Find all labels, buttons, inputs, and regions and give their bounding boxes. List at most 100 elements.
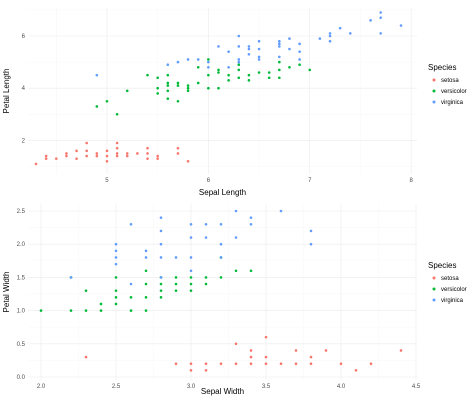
data-point-virginica <box>189 256 193 259</box>
data-point-setosa <box>309 362 313 366</box>
data-point-versicolor <box>115 113 119 116</box>
legend-label-setosa: setosa <box>441 78 459 84</box>
data-point-versicolor <box>159 282 163 286</box>
data-point-virginica <box>328 34 332 38</box>
data-point-virginica <box>219 242 223 246</box>
data-point-virginica <box>159 216 163 219</box>
data-point-setosa <box>204 362 208 366</box>
data-point-setosa <box>234 362 238 366</box>
data-point-versicolor <box>166 97 170 100</box>
data-point-virginica <box>288 47 291 51</box>
data-point-versicolor <box>95 105 99 108</box>
data-point-versicolor <box>189 276 193 279</box>
data-point-versicolor <box>298 63 301 66</box>
data-point-virginica <box>369 19 372 22</box>
data-point-versicolor <box>146 73 149 77</box>
legend-key-versicolor <box>432 89 436 93</box>
data-point-setosa <box>54 157 58 160</box>
data-point-virginica <box>309 229 313 233</box>
data-point-versicolor <box>219 276 223 279</box>
data-point-versicolor <box>114 289 118 292</box>
data-point-versicolor <box>227 79 230 82</box>
data-point-versicolor <box>186 84 190 87</box>
data-point-virginica <box>114 256 118 259</box>
data-point-versicolor <box>174 282 178 286</box>
data-point-versicolor <box>189 289 193 292</box>
legend-key-virginica <box>432 100 436 104</box>
data-point-setosa <box>146 152 149 155</box>
data-point-virginica <box>219 222 223 226</box>
data-point-virginica <box>204 222 208 226</box>
data-point-virginica <box>247 45 251 48</box>
data-point-setosa <box>354 369 358 372</box>
data-point-versicolor <box>84 289 88 292</box>
data-point-versicolor <box>207 86 210 90</box>
data-point-virginica <box>237 58 241 61</box>
data-point-setosa <box>309 355 313 359</box>
data-point-virginica <box>328 39 332 43</box>
y-tick-label: 2.0 <box>17 242 26 248</box>
data-point-virginica <box>196 58 200 61</box>
data-point-virginica <box>318 37 322 40</box>
data-point-virginica <box>349 32 352 35</box>
data-point-virginica <box>95 73 99 77</box>
chart-panel-1: 5 6 7 8 2 4 6 Sepal Length Petal Length Species se… <box>2 8 467 197</box>
y-axis-title: Petal Length <box>2 69 11 114</box>
data-point-virginica <box>247 47 251 51</box>
data-point-virginica <box>69 276 73 279</box>
data-point-versicolor <box>237 63 241 66</box>
data-point-virginica <box>176 60 180 64</box>
data-point-virginica <box>247 52 251 56</box>
y-tick-label: 0.5 <box>17 342 26 348</box>
data-point-versicolor <box>237 68 241 72</box>
data-point-virginica <box>288 37 291 40</box>
data-point-setosa <box>369 362 373 366</box>
data-point-setosa <box>219 362 223 366</box>
data-point-setosa <box>44 154 48 158</box>
data-point-virginica <box>234 209 238 213</box>
data-point-versicolor <box>186 86 190 90</box>
x-tick-label: 2.0 <box>37 384 46 390</box>
data-point-versicolor <box>69 309 73 312</box>
y-tick-label: 6 <box>22 34 26 40</box>
data-point-setosa <box>294 349 298 352</box>
data-point-setosa <box>85 149 88 153</box>
data-point-versicolor <box>105 99 109 103</box>
x-tick-label: 2.5 <box>112 384 121 390</box>
data-point-virginica <box>174 256 178 259</box>
x-tick-label: 7 <box>308 178 312 184</box>
data-point-versicolor <box>114 302 118 306</box>
data-point-versicolor <box>249 269 253 273</box>
data-point-setosa <box>105 159 109 163</box>
data-point-versicolor <box>84 309 88 312</box>
data-point-setosa <box>105 149 109 153</box>
data-point-virginica <box>189 269 193 273</box>
data-point-versicolor <box>114 276 118 279</box>
data-point-virginica <box>338 26 342 30</box>
legend-title: Species <box>428 261 456 270</box>
data-point-virginica <box>257 39 261 43</box>
y-tick-label: 0.0 <box>17 375 26 381</box>
data-point-versicolor <box>159 296 163 299</box>
data-point-virginica <box>159 276 163 279</box>
data-point-virginica <box>279 209 283 213</box>
data-point-virginica <box>249 222 253 226</box>
data-point-setosa <box>85 154 88 158</box>
data-point-setosa <box>95 154 99 158</box>
data-point-setosa <box>115 141 119 145</box>
data-point-virginica <box>207 66 210 69</box>
data-point-virginica <box>234 236 238 239</box>
data-point-versicolor <box>278 76 281 80</box>
data-point-setosa <box>75 149 78 153</box>
data-point-versicolor <box>308 68 312 72</box>
data-point-virginica <box>237 34 241 38</box>
legend-key-versicolor <box>432 287 436 291</box>
data-point-virginica <box>204 236 208 239</box>
data-point-virginica <box>278 45 281 48</box>
data-point-setosa <box>146 157 149 160</box>
data-point-versicolor <box>156 92 159 95</box>
data-point-setosa <box>115 152 119 155</box>
y-tick-label: 2 <box>22 138 26 144</box>
data-point-versicolor <box>196 81 200 85</box>
data-point-setosa <box>65 152 68 155</box>
